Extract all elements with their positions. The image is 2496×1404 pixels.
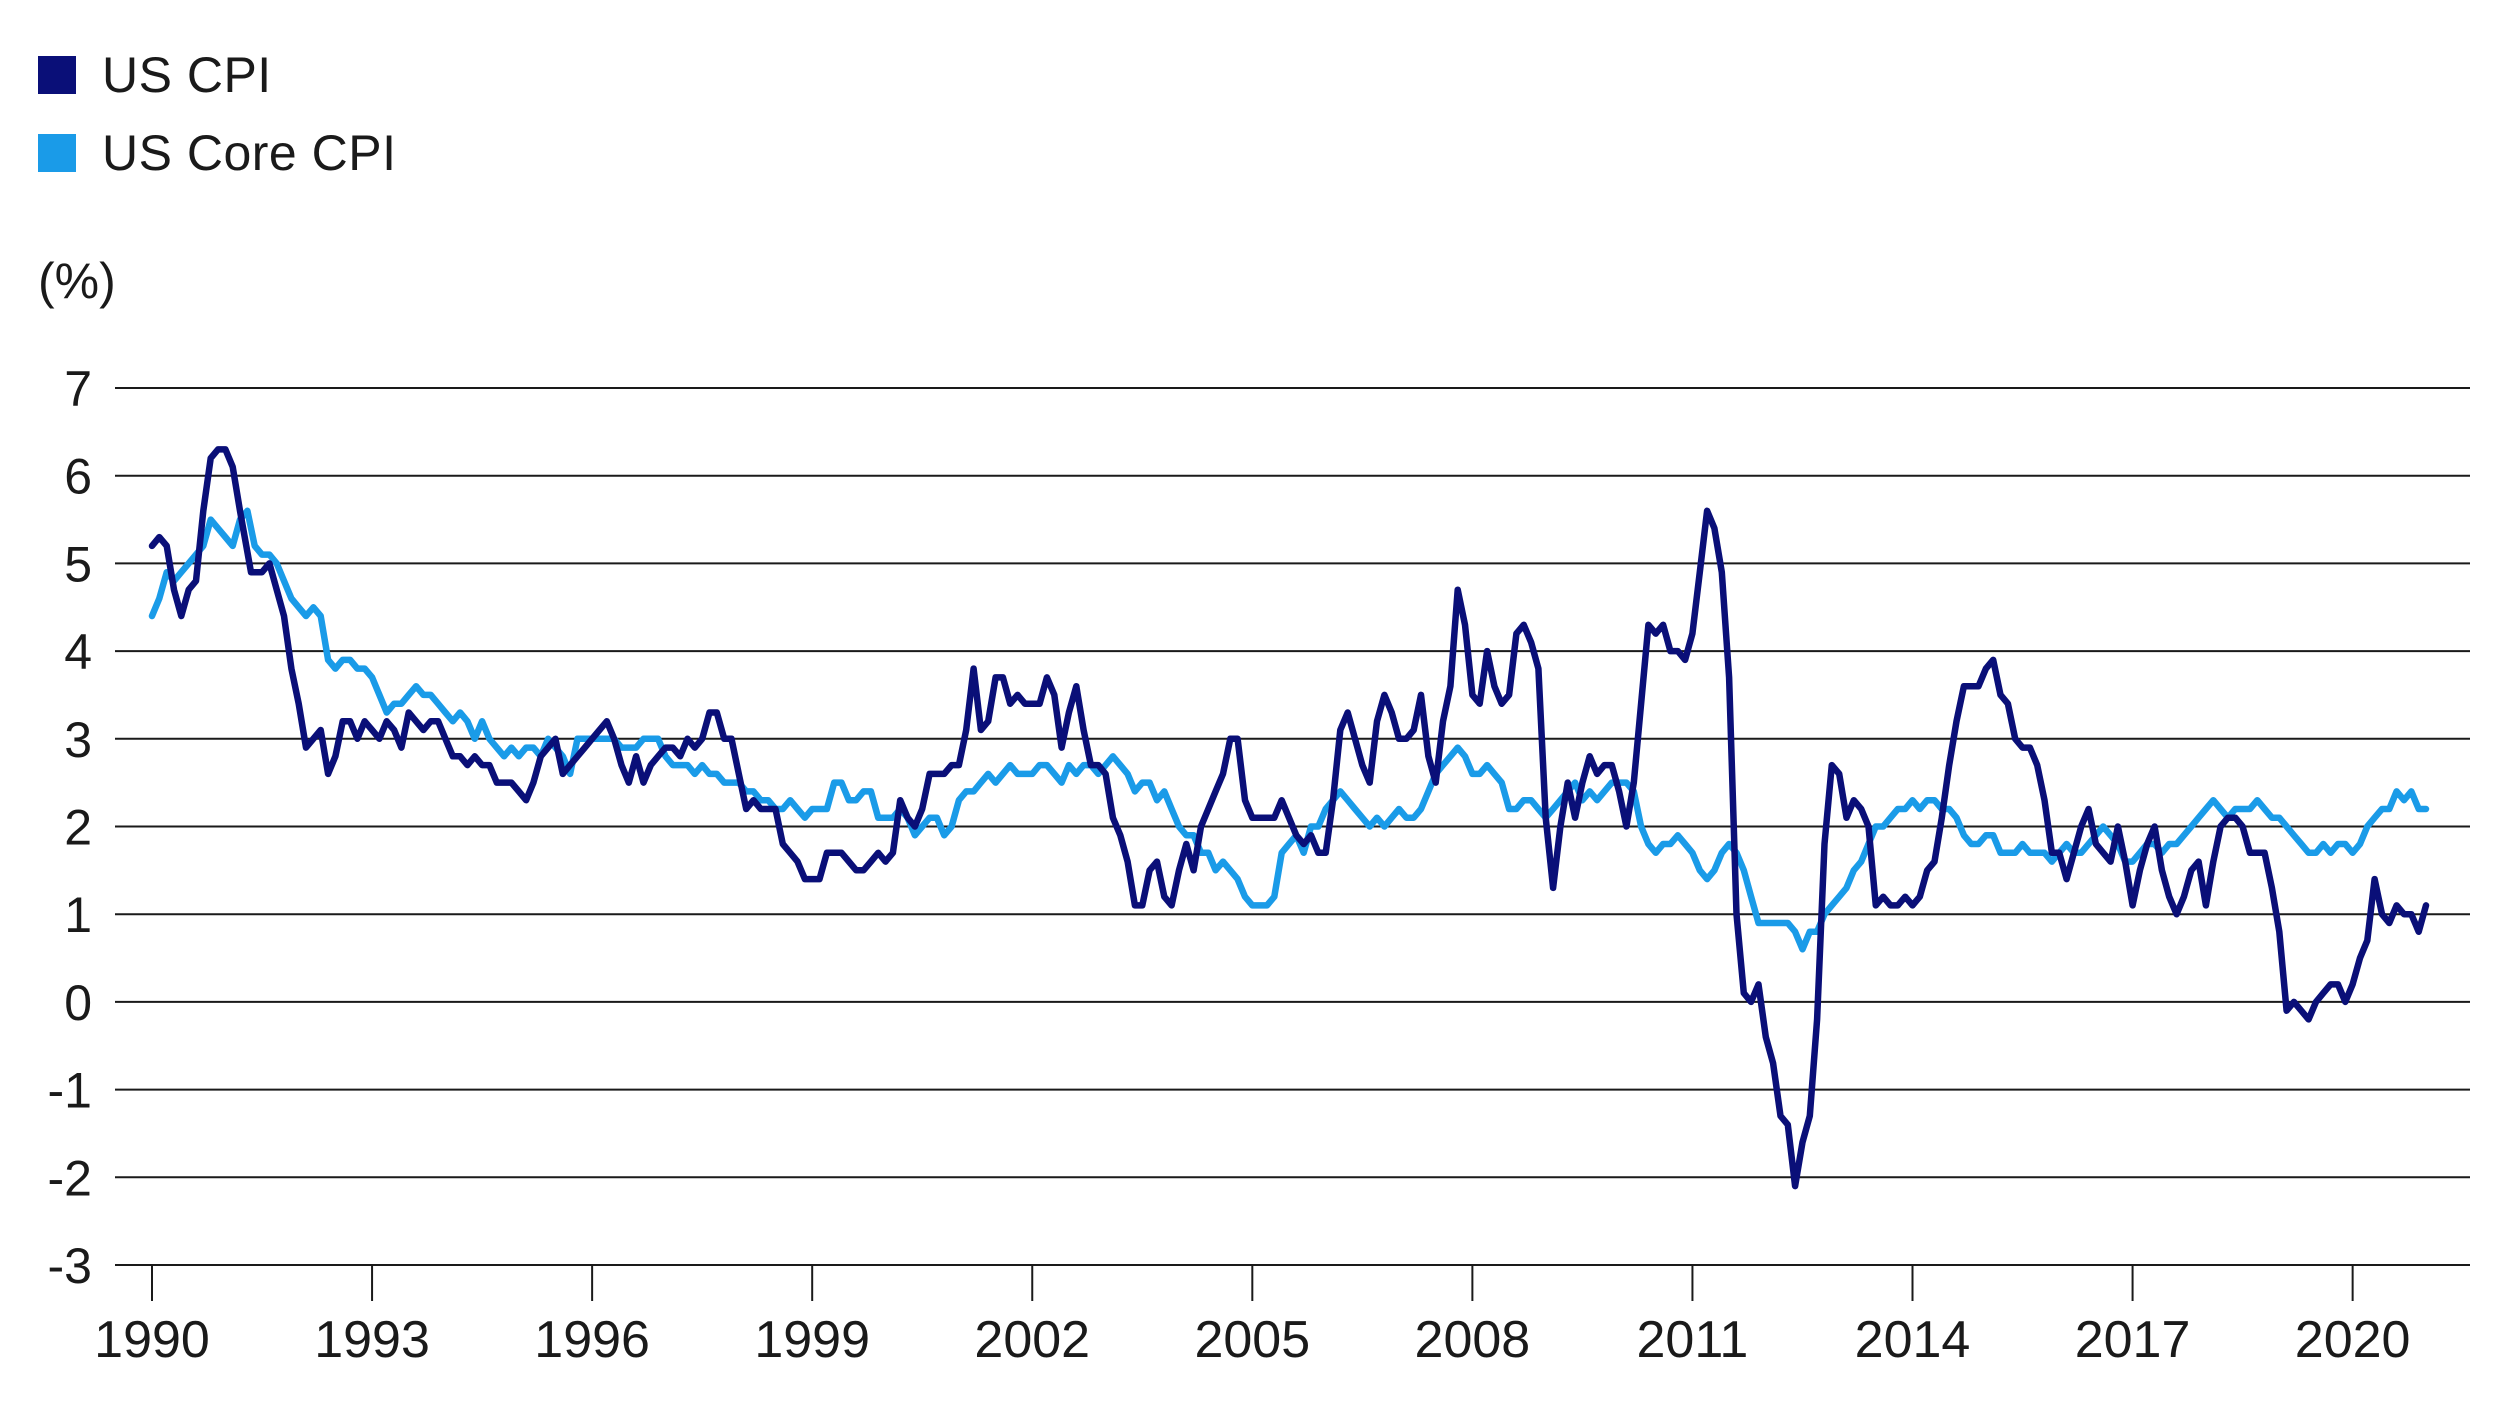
legend-label-us-cpi: US CPI xyxy=(102,47,272,103)
x-tick-label: 2005 xyxy=(1194,1311,1310,1369)
x-tick-label: 2002 xyxy=(974,1311,1090,1369)
y-tick-label: 1 xyxy=(64,887,92,943)
x-tick-label: 2017 xyxy=(2075,1311,2191,1369)
x-tick-label: 1990 xyxy=(94,1311,210,1369)
x-tick-label: 1999 xyxy=(754,1311,870,1369)
x-tick-label: 1996 xyxy=(534,1311,650,1369)
y-tick-label: 7 xyxy=(64,361,92,417)
y-tick-label: 3 xyxy=(64,712,92,768)
y-tick-label: 0 xyxy=(64,975,92,1031)
y-tick-label: 5 xyxy=(64,536,92,592)
y-tick-label: -3 xyxy=(48,1238,92,1294)
x-tick-label: 1993 xyxy=(314,1311,430,1369)
legend-swatch-us-cpi xyxy=(38,56,76,94)
x-tick-label: 2020 xyxy=(2295,1311,2411,1369)
legend-item-us-cpi: US CPI xyxy=(38,36,396,114)
series-line-us-core-cpi xyxy=(148,507,2430,953)
y-axis-unit-label: (%) xyxy=(38,253,116,309)
x-tick-label: 2011 xyxy=(1637,1311,1749,1369)
x-tick-label: 2008 xyxy=(1415,1311,1531,1369)
legend-label-us-core-cpi: US Core CPI xyxy=(102,125,397,181)
legend: US CPI US Core CPI xyxy=(38,36,396,192)
y-tick-label: 2 xyxy=(64,800,92,856)
y-tick-label: -2 xyxy=(48,1150,92,1206)
legend-swatch-us-core-cpi xyxy=(38,134,76,172)
y-tick-label: -1 xyxy=(48,1063,92,1119)
y-tick-label: 6 xyxy=(64,449,92,505)
y-tick-label: 4 xyxy=(64,624,92,680)
legend-item-us-core-cpi: US Core CPI xyxy=(38,114,396,192)
series-line-us-cpi xyxy=(148,446,2430,1190)
x-tick-label: 2014 xyxy=(1855,1311,1971,1369)
